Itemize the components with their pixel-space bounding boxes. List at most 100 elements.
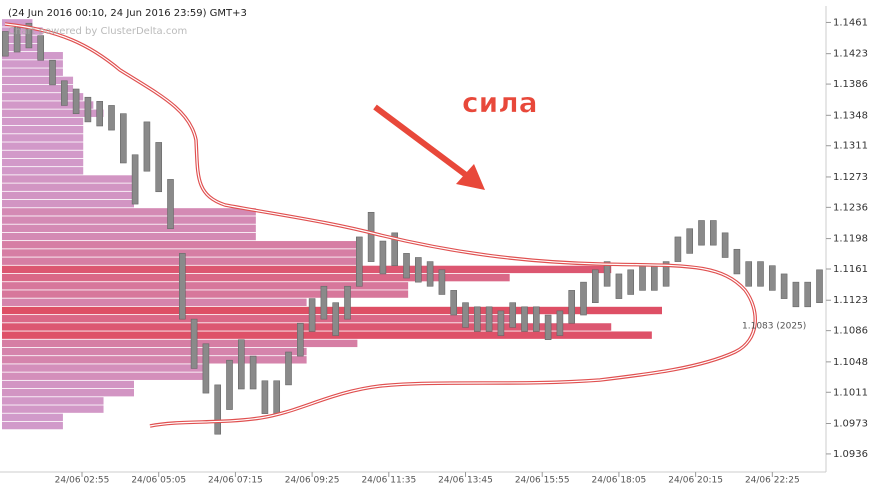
price-bar (615, 273, 623, 299)
profile-bar (2, 167, 84, 175)
profile-bar (2, 208, 256, 216)
profile-bar (2, 413, 63, 422)
y-tick-label: 1.1311 (833, 141, 868, 152)
price-bar (273, 380, 281, 414)
y-tick-label: 1.1273 (833, 172, 868, 183)
profile-bar (2, 101, 94, 109)
price-bar (143, 121, 151, 172)
price-bar (769, 265, 776, 291)
price-bar (179, 253, 186, 320)
price-bar (592, 269, 599, 303)
profile-bar (2, 19, 33, 27)
profile-bar (2, 175, 134, 183)
x-tick-label: 24/06 22:25 (745, 476, 800, 486)
profile-bar (2, 125, 84, 134)
profile-bar (2, 372, 206, 380)
price-bar (580, 281, 587, 316)
price-bar (426, 261, 434, 287)
price-bar (745, 261, 753, 287)
price-bar (379, 240, 387, 275)
envelope-inner (4, 23, 756, 427)
profile-bar (2, 93, 84, 101)
profile-bar (2, 388, 134, 397)
price-bar (627, 269, 635, 295)
x-tick-label: 24/06 02:55 (55, 476, 110, 486)
y-tick-label: 1.1048 (833, 357, 868, 368)
price-bar (261, 380, 269, 414)
price-bar (226, 359, 233, 410)
profile-bar (2, 421, 63, 430)
y-tick-label: 1.1198 (833, 234, 868, 245)
price-bar (674, 236, 682, 262)
price-bar (462, 302, 469, 328)
profile-bar (2, 216, 256, 224)
profile-bar (2, 380, 134, 389)
y-tick-label: 1.1123 (833, 295, 868, 306)
chart-subtitle: Chart powered by ClusterDelta.com (8, 26, 187, 37)
profile-bar (2, 27, 43, 35)
price-bar (438, 269, 446, 295)
annotation-level: 1.1083 (2025) (742, 322, 806, 332)
profile-bar (2, 158, 84, 167)
profile-bar (2, 109, 104, 117)
price-bars (2, 22, 823, 435)
profile-bar (2, 117, 84, 126)
price-bar (72, 88, 80, 114)
price-bar (167, 179, 174, 230)
price-bar (25, 22, 33, 49)
profile-bar (2, 199, 134, 208)
price-bar (757, 261, 764, 287)
arrow-head (456, 164, 485, 190)
price-bar (662, 261, 670, 287)
price-bar (816, 269, 823, 303)
y-tick-label: 1.1423 (833, 49, 868, 60)
profile-bar (2, 191, 134, 200)
price-bar (450, 290, 458, 316)
price-bar (202, 343, 210, 394)
price-bar (556, 310, 564, 336)
price-bar (733, 248, 741, 275)
profile-bar (2, 339, 358, 348)
price-bar (367, 211, 375, 262)
price-bar (710, 220, 717, 246)
profile-bar (2, 35, 43, 43)
price-bar (639, 265, 646, 291)
profile-bar (2, 298, 307, 306)
price-bar (344, 285, 351, 320)
profile-bar (2, 347, 307, 356)
price-bar (61, 80, 68, 106)
x-tick-label: 24/06 11:35 (361, 476, 416, 486)
price-bar (698, 220, 705, 246)
profile-bar (2, 331, 652, 339)
price-bar (13, 27, 21, 53)
price-bar (497, 310, 505, 336)
price-bar (485, 306, 493, 332)
price-bar (37, 35, 45, 61)
x-tick-label: 24/06 13:45 (438, 476, 493, 486)
price-bar (155, 142, 163, 193)
annotation-sila: сила (462, 86, 538, 119)
price-bar (804, 281, 812, 308)
profile-bar (2, 134, 84, 142)
x-tick-label: 24/06 15:55 (515, 476, 570, 486)
profile-bar (2, 60, 63, 68)
profile-bar (2, 142, 84, 150)
price-bar (792, 281, 800, 308)
price-bar (533, 306, 540, 332)
price-bar (721, 232, 729, 258)
price-bar (285, 351, 292, 386)
y-tick-label: 1.0973 (833, 419, 868, 430)
profile-bar (2, 364, 206, 372)
price-bar (96, 101, 104, 127)
price-bar (84, 96, 92, 123)
profile-bar (2, 315, 510, 323)
x-tick-label: 24/06 20:15 (668, 476, 723, 486)
y-tick-label: 1.1086 (833, 326, 868, 337)
price-bar (568, 290, 576, 324)
price-bar (238, 339, 245, 390)
price-bar (308, 298, 316, 332)
profile-bar (2, 397, 104, 405)
profile-bar (2, 232, 256, 241)
price-bar (49, 59, 56, 86)
